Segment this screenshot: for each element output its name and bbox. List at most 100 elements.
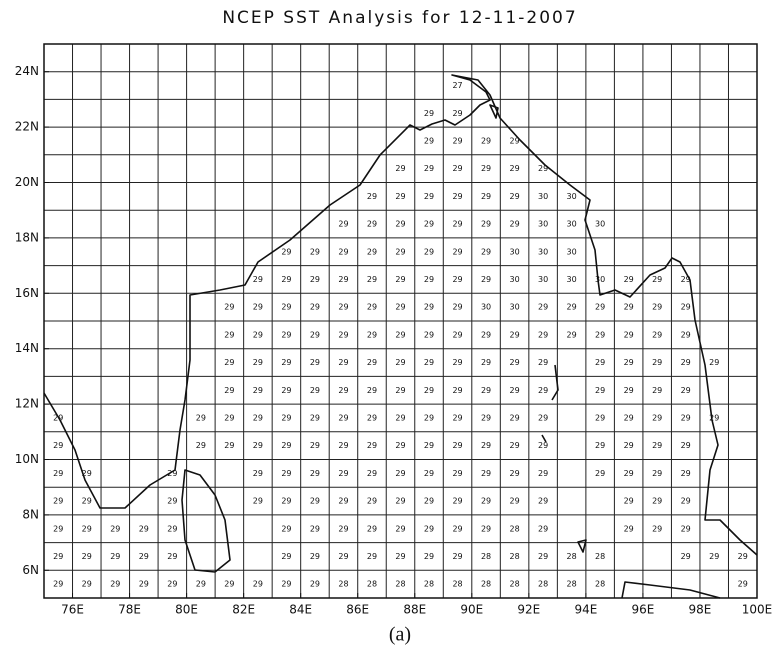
sst-value: 29 bbox=[481, 247, 491, 256]
sst-value: 29 bbox=[310, 303, 320, 312]
sst-value: 28 bbox=[481, 552, 491, 561]
sst-value: 29 bbox=[82, 580, 92, 589]
sst-value: 29 bbox=[281, 386, 291, 395]
sst-value: 29 bbox=[224, 303, 234, 312]
sst-value: 29 bbox=[624, 413, 634, 422]
sst-value: 29 bbox=[53, 552, 63, 561]
sst-value: 29 bbox=[395, 247, 405, 256]
sst-value: 29 bbox=[595, 413, 605, 422]
sst-value: 29 bbox=[395, 497, 405, 506]
sst-value: 29 bbox=[452, 192, 462, 201]
sst-value: 29 bbox=[367, 358, 377, 367]
sst-value: 29 bbox=[681, 303, 691, 312]
sst-value: 29 bbox=[253, 303, 263, 312]
sst-value: 29 bbox=[595, 386, 605, 395]
sst-value: 29 bbox=[481, 524, 491, 533]
sst-value: 29 bbox=[481, 469, 491, 478]
x-tick-label: 82E bbox=[232, 603, 255, 617]
sst-value: 29 bbox=[424, 497, 434, 506]
sst-value: 29 bbox=[424, 220, 434, 229]
sst-value: 29 bbox=[253, 386, 263, 395]
sst-value: 29 bbox=[281, 469, 291, 478]
sst-value: 29 bbox=[481, 330, 491, 339]
sst-value: 29 bbox=[624, 441, 634, 450]
sst-value: 29 bbox=[281, 413, 291, 422]
sst-value: 29 bbox=[681, 441, 691, 450]
sst-value: 29 bbox=[367, 413, 377, 422]
coastline-andaman bbox=[489, 104, 587, 553]
sst-value: 29 bbox=[681, 330, 691, 339]
sst-value: 29 bbox=[310, 441, 320, 450]
sst-value: 29 bbox=[424, 386, 434, 395]
x-tick-label: 76E bbox=[61, 603, 84, 617]
sst-value: 29 bbox=[652, 330, 662, 339]
sst-value: 29 bbox=[224, 580, 234, 589]
map-frame bbox=[43, 43, 758, 599]
sst-value: 29 bbox=[338, 552, 348, 561]
sst-value: 30 bbox=[567, 247, 577, 256]
sst-value: 29 bbox=[452, 552, 462, 561]
sst-value: 30 bbox=[538, 275, 548, 284]
sst-value: 29 bbox=[424, 413, 434, 422]
x-tick-label: 90E bbox=[460, 603, 483, 617]
sst-value: 29 bbox=[709, 413, 719, 422]
sst-value: 29 bbox=[367, 552, 377, 561]
sst-value: 29 bbox=[110, 580, 120, 589]
sst-value: 29 bbox=[452, 136, 462, 145]
sst-value: 30 bbox=[567, 192, 577, 201]
sst-value: 29 bbox=[452, 220, 462, 229]
sst-value: 29 bbox=[82, 552, 92, 561]
sst-value: 29 bbox=[224, 441, 234, 450]
sst-value: 29 bbox=[509, 192, 519, 201]
coastline-india bbox=[43, 74, 758, 556]
sst-value: 28 bbox=[567, 580, 577, 589]
y-tick-label: 16N bbox=[15, 286, 39, 300]
sst-value: 29 bbox=[452, 164, 462, 173]
sst-value: 29 bbox=[395, 413, 405, 422]
sst-value: 29 bbox=[253, 441, 263, 450]
sst-value: 29 bbox=[139, 580, 149, 589]
sst-value: 29 bbox=[310, 524, 320, 533]
sst-value: 29 bbox=[338, 247, 348, 256]
x-tick-label: 84E bbox=[289, 603, 312, 617]
sst-value: 29 bbox=[509, 497, 519, 506]
sst-value: 28 bbox=[338, 580, 348, 589]
sst-value: 29 bbox=[367, 275, 377, 284]
sst-value: 29 bbox=[452, 358, 462, 367]
sst-value: 28 bbox=[595, 580, 605, 589]
sst-value: 29 bbox=[338, 386, 348, 395]
sst-value: 29 bbox=[82, 524, 92, 533]
sst-value: 29 bbox=[538, 164, 548, 173]
sst-value: 29 bbox=[395, 330, 405, 339]
sst-value: 29 bbox=[681, 386, 691, 395]
sst-value: 29 bbox=[310, 497, 320, 506]
sst-value: 29 bbox=[281, 580, 291, 589]
sst-value: 29 bbox=[452, 469, 462, 478]
sst-value: 29 bbox=[367, 247, 377, 256]
y-tick-label: 24N bbox=[15, 64, 39, 78]
sst-value: 29 bbox=[681, 358, 691, 367]
sst-value: 29 bbox=[652, 303, 662, 312]
x-tick-label: 94E bbox=[574, 603, 597, 617]
sst-value: 29 bbox=[681, 413, 691, 422]
sst-value: 29 bbox=[652, 386, 662, 395]
sst-value: 29 bbox=[310, 469, 320, 478]
sst-value: 29 bbox=[424, 441, 434, 450]
sst-value: 29 bbox=[481, 136, 491, 145]
sst-value: 29 bbox=[224, 330, 234, 339]
sst-value: 29 bbox=[481, 275, 491, 284]
sst-value: 29 bbox=[367, 192, 377, 201]
sst-value: 29 bbox=[139, 552, 149, 561]
sst-value: 29 bbox=[509, 441, 519, 450]
sst-value: 29 bbox=[53, 497, 63, 506]
sst-value: 29 bbox=[395, 441, 405, 450]
sst-value: 29 bbox=[509, 164, 519, 173]
coastline-sri-lanka bbox=[181, 469, 231, 573]
map-title: NCEP SST Analysis for 12-11-2007 bbox=[222, 8, 577, 28]
sst-value: 30 bbox=[509, 247, 519, 256]
sst-value: 29 bbox=[53, 413, 63, 422]
sst-value: 29 bbox=[338, 358, 348, 367]
sst-value: 29 bbox=[367, 441, 377, 450]
sst-value: 29 bbox=[595, 358, 605, 367]
x-tick-label: 96E bbox=[631, 603, 654, 617]
